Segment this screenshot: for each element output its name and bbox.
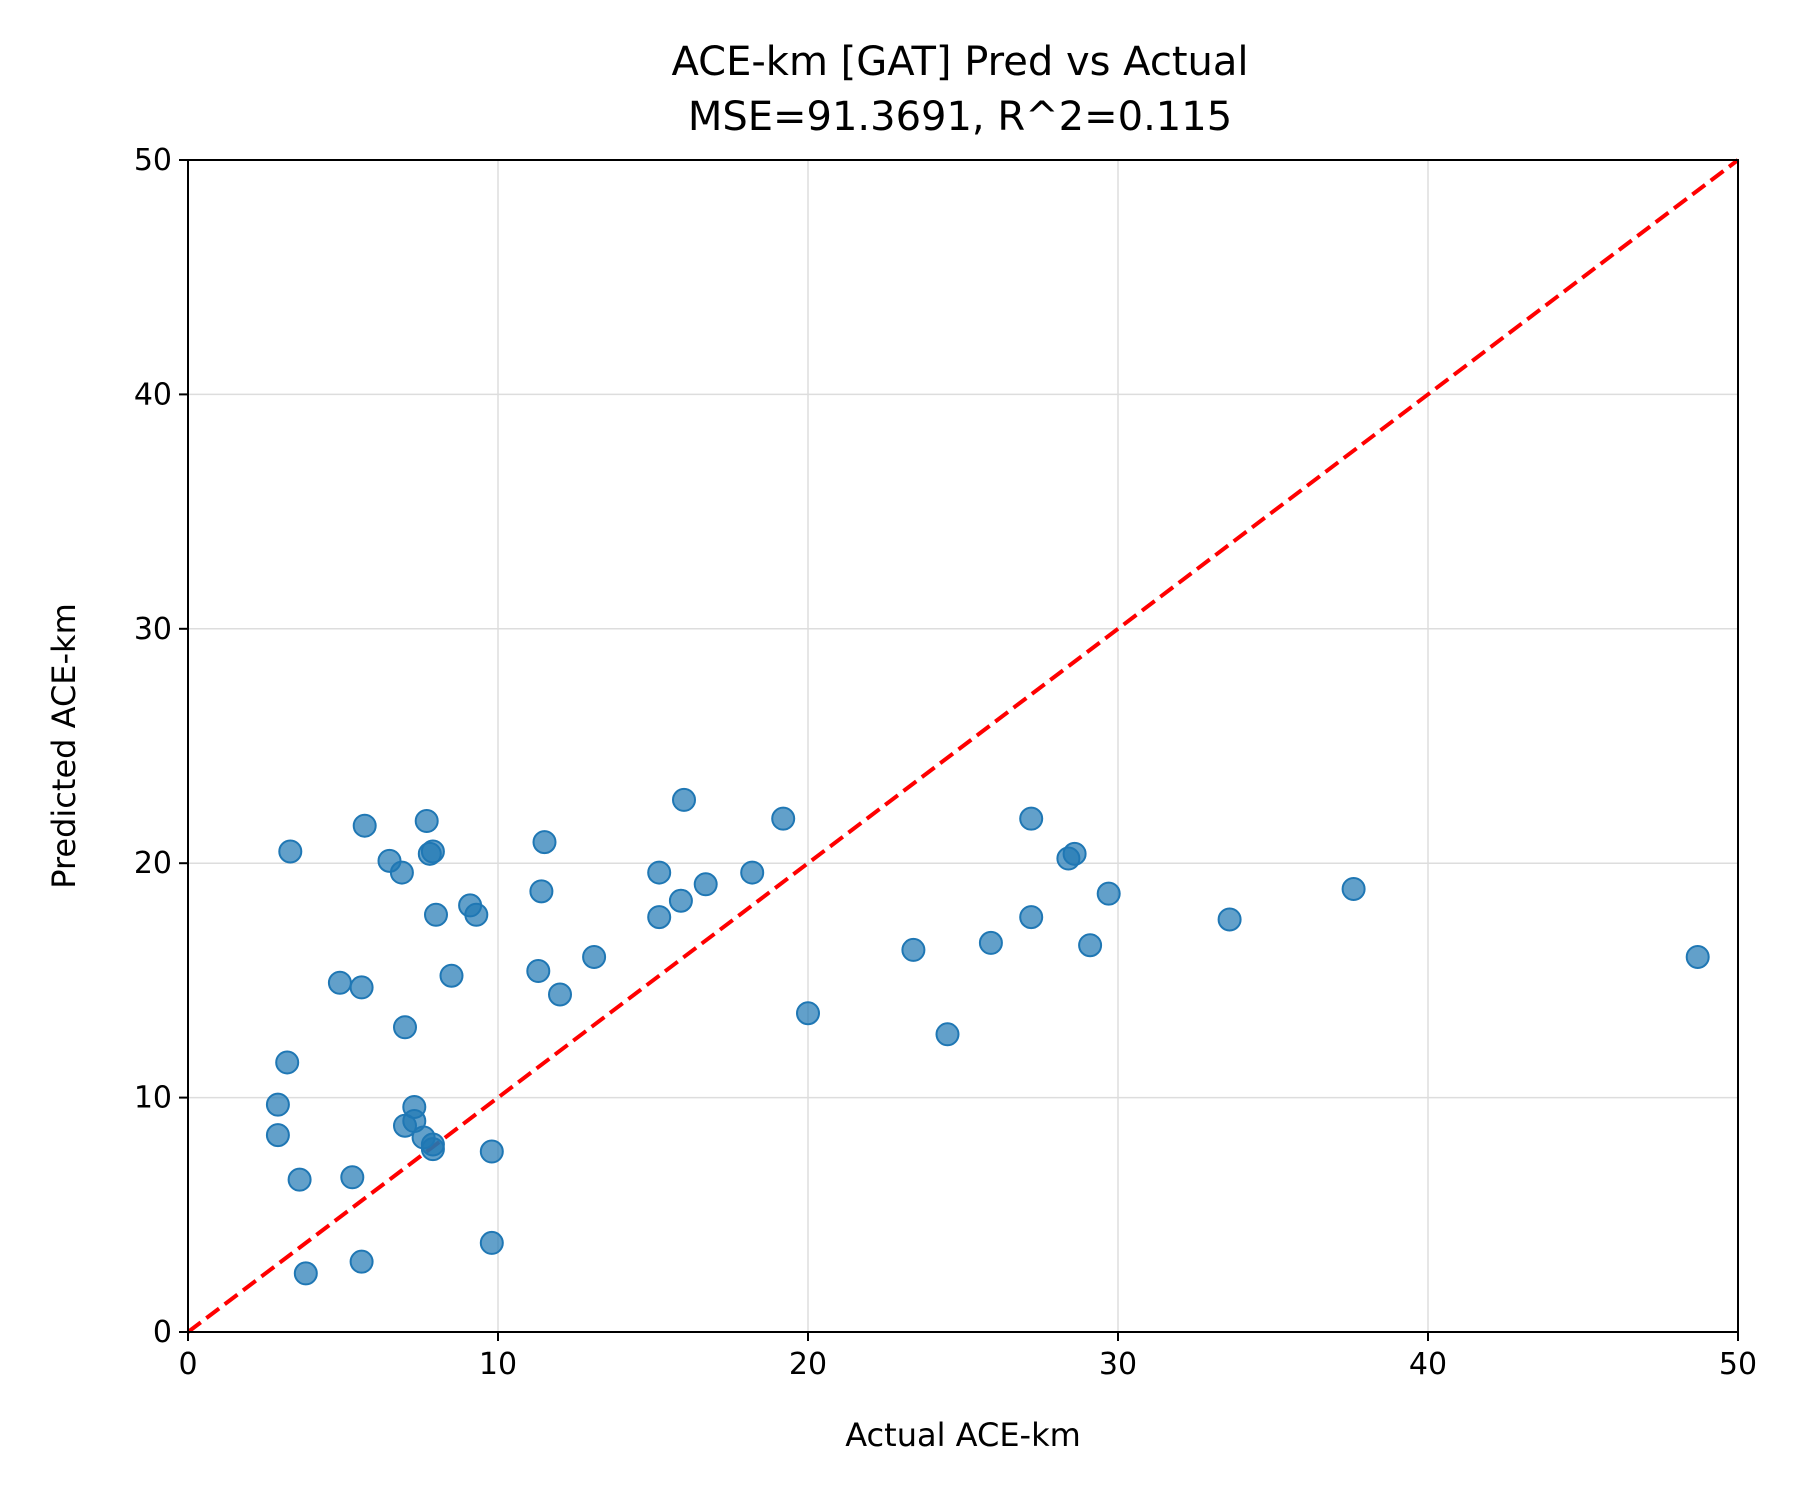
scatter-point	[287, 1167, 312, 1192]
scatter-point	[275, 1050, 300, 1075]
scatter-point	[1341, 876, 1366, 901]
chart-subtitle: MSE=91.3691, R^2=0.115	[688, 94, 1232, 140]
scatter-point	[532, 830, 557, 855]
scatter-point	[1217, 907, 1242, 932]
scatter-point	[1096, 881, 1121, 906]
x-axis-ticks: 0 10 20 30 40 50	[178, 1332, 1757, 1382]
data-points	[265, 787, 1710, 1286]
x-tick-label: 0	[178, 1347, 197, 1382]
scatter-point	[526, 959, 551, 984]
scatter-point	[349, 975, 374, 1000]
scatter-point	[740, 860, 765, 885]
scatter-point	[935, 1022, 960, 1047]
y-tick-label: 40	[134, 377, 172, 412]
scatter-point	[771, 806, 796, 831]
scatter-point	[327, 970, 352, 995]
x-tick-label: 50	[1719, 1347, 1757, 1382]
scatter-point	[278, 839, 303, 864]
scatter-point	[529, 879, 554, 904]
scatter-point	[978, 930, 1003, 955]
scatter-point	[265, 1092, 290, 1117]
scatter-point	[420, 1137, 445, 1162]
y-tick-label: 10	[134, 1081, 172, 1116]
scatter-point	[901, 937, 926, 962]
x-tick-label: 40	[1409, 1347, 1447, 1382]
chart-title: ACE-km [GAT] Pred vs Actual	[672, 39, 1249, 85]
scatter-point	[672, 787, 696, 812]
scatter-point	[548, 982, 572, 1007]
y-tick-label: 0	[153, 1315, 172, 1350]
scatter-point	[1019, 806, 1044, 831]
scatter-point	[668, 888, 693, 913]
x-tick-label: 10	[479, 1347, 517, 1382]
scatter-point	[439, 963, 464, 988]
y-axis-label: Predicted ACE-km	[45, 603, 83, 889]
x-axis-label: Actual ACE-km	[845, 1416, 1081, 1454]
scatter-point	[1685, 944, 1710, 969]
scatter-point	[464, 902, 489, 927]
scatter-point	[582, 944, 607, 969]
scatter-point	[424, 902, 448, 927]
x-tick-label: 30	[1099, 1347, 1137, 1382]
scatter-point	[349, 1249, 374, 1274]
scatter-point	[340, 1165, 365, 1190]
scatter-point	[420, 839, 445, 864]
x-tick-label: 20	[789, 1347, 827, 1382]
y-tick-label: 50	[134, 143, 172, 178]
scatter-point	[393, 1015, 417, 1040]
scatter-point	[414, 809, 439, 834]
scatter-point	[1078, 933, 1103, 958]
scatter-point	[479, 1230, 504, 1255]
scatter-point	[647, 860, 672, 885]
reference-line-group	[186, 158, 1740, 1334]
y-tick-label: 20	[134, 846, 172, 881]
identity-reference-line	[186, 158, 1740, 1334]
scatter-point	[647, 905, 672, 930]
y-tick-label: 30	[134, 612, 172, 647]
scatter-point	[796, 1001, 820, 1026]
scatter-point	[389, 860, 414, 885]
y-axis-ticks: 0 10 20 30 40 50	[134, 143, 188, 1350]
scatter-point	[1062, 841, 1087, 866]
scatter-point	[265, 1123, 290, 1148]
scatter-point	[479, 1139, 504, 1164]
scatter-point	[693, 872, 718, 897]
scatter-point	[1019, 905, 1044, 930]
plot-frame	[187, 159, 1739, 1333]
scatter-point	[293, 1261, 318, 1286]
scatter-point	[352, 813, 377, 838]
